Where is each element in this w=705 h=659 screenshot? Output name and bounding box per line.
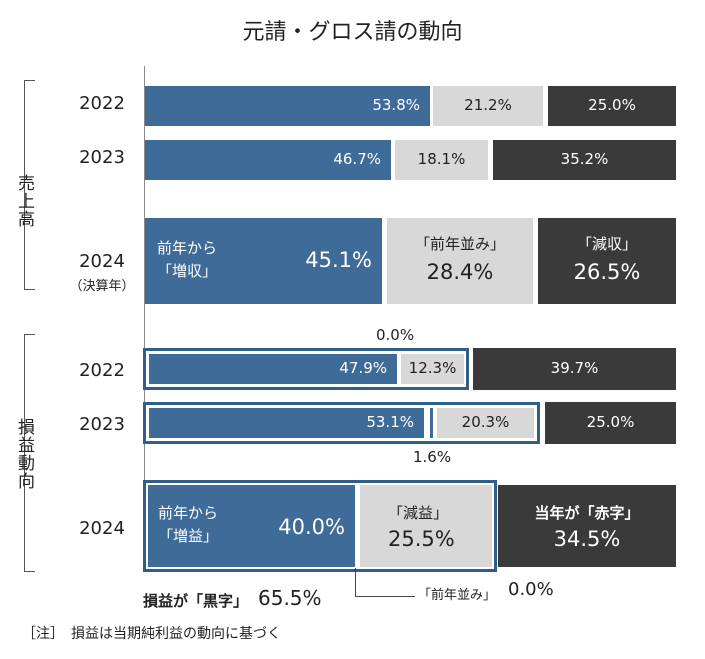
black-profit-frame xyxy=(143,402,540,444)
year-label: 2023 xyxy=(79,414,125,435)
footnote: ［注］ 損益は当期純利益の動向に基づく xyxy=(22,626,281,642)
bar-segment-flat: 18.1% xyxy=(395,140,488,180)
data-label: 0.0% xyxy=(508,579,554,600)
profit-bracket xyxy=(24,334,35,572)
bar-segment-flat: 21.2% xyxy=(433,86,543,126)
data-label: 1.6% xyxy=(413,448,452,466)
bar-segment-decrease: 20.3% xyxy=(437,408,534,438)
data-label: 18.1% xyxy=(417,150,466,168)
black-total-label: 損益が「黒字」 xyxy=(143,592,249,610)
category-label: 「減収」 xyxy=(576,235,637,253)
data-label: 28.4% xyxy=(426,260,494,284)
category-label: 「増益」 xyxy=(158,527,219,545)
data-label: 25.0% xyxy=(586,413,635,431)
chart-title: 元請・グロス請の動向 xyxy=(242,20,463,45)
year-label: 2024 xyxy=(79,251,125,272)
category-label: 「減益」 xyxy=(388,504,449,522)
data-label: 53.1% xyxy=(366,413,414,431)
bar-segment-deficit: 当年が「赤字」 34.5% xyxy=(498,485,676,567)
bar-segment-decrease: 「減収」 26.5% xyxy=(538,218,676,304)
data-label: 25.5% xyxy=(388,527,455,551)
category-label: 当年が「赤字」 xyxy=(534,504,640,522)
data-label: 46.7% xyxy=(333,150,381,168)
data-label: 0.0% xyxy=(376,326,415,344)
category-label: 「前年並み」 xyxy=(414,235,505,253)
bar-segment-increase: 前年から 「増収」 45.1% xyxy=(145,218,382,304)
black-total-value: 65.5% xyxy=(258,586,322,610)
bar-segment-flat: 12.3% xyxy=(401,354,464,384)
leader-line xyxy=(355,596,415,597)
bar-segment-flat-small xyxy=(430,408,433,438)
year-label: 2024 xyxy=(79,518,125,539)
year-sublabel: （決算年） xyxy=(69,279,135,294)
year-label: 2022 xyxy=(79,360,125,381)
year-label: 2022 xyxy=(79,93,125,114)
data-label: 12.3% xyxy=(408,359,457,377)
data-label: 39.7% xyxy=(550,359,599,377)
data-label: 47.9% xyxy=(339,359,387,377)
bar-segment-decrease: 「減益」 25.5% xyxy=(360,485,492,567)
bar-segment-deficit: 39.7% xyxy=(473,348,676,390)
data-label: 45.1% xyxy=(305,248,372,272)
leader-line xyxy=(355,568,356,596)
bar-segment-decrease: 35.2% xyxy=(493,140,676,180)
bar-segment-increase: 53.8% xyxy=(145,86,430,126)
bar-segment-increase: 前年から 「増益」 40.0% xyxy=(148,485,355,567)
data-label: 21.2% xyxy=(464,96,512,114)
sales-bracket xyxy=(24,80,35,290)
category-label: 「増収」 xyxy=(157,262,218,280)
data-label: 40.0% xyxy=(278,515,345,539)
year-label: 2023 xyxy=(79,147,125,168)
data-label: 35.2% xyxy=(560,150,609,168)
bar-segment-flat: 「前年並み」 28.4% xyxy=(387,218,533,304)
category-label: 前年から xyxy=(157,239,218,257)
data-label: 34.5% xyxy=(553,527,621,551)
data-label: 53.8% xyxy=(372,96,420,114)
y-axis-line xyxy=(144,66,145,572)
data-label: 20.3% xyxy=(461,413,510,431)
bar-segment-increase: 47.9% xyxy=(149,354,397,384)
category-label: 前年から xyxy=(158,504,219,522)
category-label-flat-profit: 「前年並み」 xyxy=(418,588,497,603)
data-label: 26.5% xyxy=(573,260,641,284)
group-label-sales: 売上高 xyxy=(14,174,34,228)
bar-segment-increase: 53.1% xyxy=(149,408,424,438)
black-profit-frame xyxy=(143,480,497,572)
bar-segment-deficit: 25.0% xyxy=(545,402,676,444)
bar-segment-decrease: 25.0% xyxy=(548,86,676,126)
data-label: 25.0% xyxy=(588,96,636,114)
group-label-profit: 損益動向 xyxy=(14,418,34,490)
bar-segment-increase: 46.7% xyxy=(145,140,391,180)
black-profit-frame xyxy=(143,348,469,390)
